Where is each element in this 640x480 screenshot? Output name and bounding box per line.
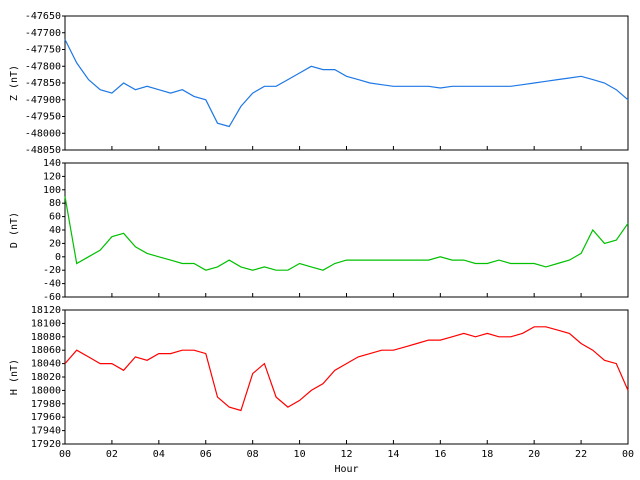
y-tick-label: 18020 bbox=[31, 372, 61, 383]
y-tick-label: 80 bbox=[49, 198, 61, 209]
y-tick-label: -20 bbox=[43, 265, 61, 276]
x-tick-label: 18 bbox=[481, 449, 493, 460]
y-axis-label: H (nT) bbox=[9, 359, 20, 395]
y-tick-label: 120 bbox=[43, 171, 61, 182]
x-tick-label: 00 bbox=[59, 449, 71, 460]
x-tick-label: 22 bbox=[575, 449, 587, 460]
y-tick-label: 18040 bbox=[31, 359, 61, 370]
y-tick-label: 17920 bbox=[31, 439, 61, 450]
plot-frame bbox=[64, 309, 629, 445]
y-tick-label: 17980 bbox=[31, 399, 61, 410]
x-tick-label: 10 bbox=[294, 449, 306, 460]
data-line bbox=[64, 196, 629, 271]
y-tick-label: 60 bbox=[49, 212, 61, 223]
y-tick-label: 0 bbox=[55, 252, 61, 263]
y-tick-label: -47650 bbox=[25, 11, 61, 22]
y-tick-label: 40 bbox=[49, 225, 61, 236]
x-tick-label: 14 bbox=[387, 449, 399, 460]
y-tick-label: -48000 bbox=[25, 128, 61, 139]
y-tick-label: -47900 bbox=[25, 95, 61, 106]
plot-frame bbox=[64, 15, 629, 151]
y-tick-label: -47700 bbox=[25, 28, 61, 39]
y-axis-label: D (nT) bbox=[9, 212, 20, 248]
y-tick-label: -47950 bbox=[25, 112, 61, 123]
y-tick-label: -47800 bbox=[25, 61, 61, 72]
y-axis-label: Z (nT) bbox=[9, 65, 20, 101]
x-tick-label: 02 bbox=[106, 449, 118, 460]
y-tick-label: -40 bbox=[43, 279, 61, 290]
x-tick-label: 06 bbox=[200, 449, 212, 460]
y-tick-label: 17940 bbox=[31, 426, 61, 437]
y-tick-label: 18000 bbox=[31, 385, 61, 396]
plot-frame bbox=[64, 162, 629, 298]
data-line bbox=[64, 326, 629, 412]
y-tick-label: -60 bbox=[43, 292, 61, 303]
x-tick-label: 16 bbox=[434, 449, 446, 460]
y-tick-label: 20 bbox=[49, 238, 61, 249]
y-tick-label: -48050 bbox=[25, 145, 61, 156]
y-tick-label: 18120 bbox=[31, 305, 61, 316]
x-tick-label: 12 bbox=[340, 449, 352, 460]
y-tick-label: 100 bbox=[43, 185, 61, 196]
x-tick-label: 20 bbox=[528, 449, 540, 460]
y-tick-label: 18100 bbox=[31, 318, 61, 329]
x-axis-label: Hour bbox=[334, 464, 358, 475]
y-tick-label: -47850 bbox=[25, 78, 61, 89]
data-line bbox=[64, 39, 629, 128]
x-tick-label: 04 bbox=[153, 449, 165, 460]
x-tick-label: 00 bbox=[622, 449, 634, 460]
y-tick-label: 140 bbox=[43, 158, 61, 169]
y-tick-label: 18060 bbox=[31, 345, 61, 356]
y-tick-label: 18080 bbox=[31, 332, 61, 343]
x-tick-label: 08 bbox=[247, 449, 259, 460]
y-tick-label: -47750 bbox=[25, 45, 61, 56]
y-tick-label: 17960 bbox=[31, 412, 61, 423]
